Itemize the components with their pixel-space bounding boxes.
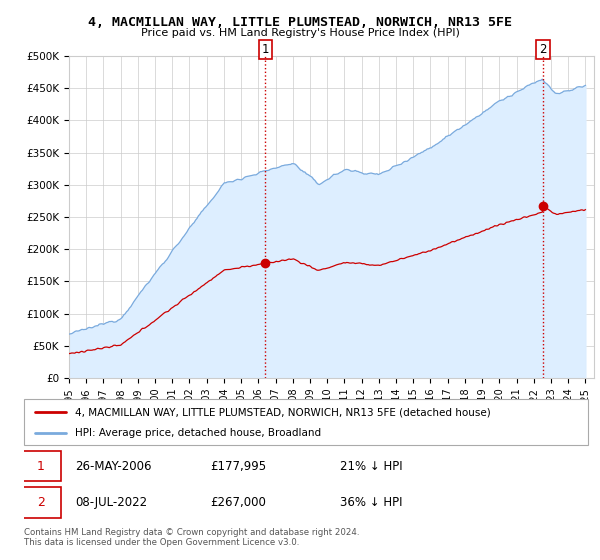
- FancyBboxPatch shape: [21, 487, 61, 517]
- Text: 2: 2: [539, 43, 547, 56]
- Text: Contains HM Land Registry data © Crown copyright and database right 2024.
This d: Contains HM Land Registry data © Crown c…: [24, 528, 359, 548]
- Text: £177,995: £177,995: [210, 460, 266, 473]
- Text: 4, MACMILLAN WAY, LITTLE PLUMSTEAD, NORWICH, NR13 5FE: 4, MACMILLAN WAY, LITTLE PLUMSTEAD, NORW…: [88, 16, 512, 29]
- Text: 36% ↓ HPI: 36% ↓ HPI: [340, 496, 403, 509]
- Text: 1: 1: [37, 460, 45, 473]
- Text: HPI: Average price, detached house, Broadland: HPI: Average price, detached house, Broa…: [75, 428, 321, 438]
- Text: 08-JUL-2022: 08-JUL-2022: [75, 496, 147, 509]
- Text: 2: 2: [37, 496, 45, 509]
- Text: £267,000: £267,000: [210, 496, 266, 509]
- Text: 21% ↓ HPI: 21% ↓ HPI: [340, 460, 403, 473]
- Text: 26-MAY-2006: 26-MAY-2006: [75, 460, 151, 473]
- Text: 4, MACMILLAN WAY, LITTLE PLUMSTEAD, NORWICH, NR13 5FE (detached house): 4, MACMILLAN WAY, LITTLE PLUMSTEAD, NORW…: [75, 407, 491, 417]
- Text: Price paid vs. HM Land Registry's House Price Index (HPI): Price paid vs. HM Land Registry's House …: [140, 28, 460, 38]
- Text: 1: 1: [262, 43, 269, 56]
- FancyBboxPatch shape: [21, 451, 61, 481]
